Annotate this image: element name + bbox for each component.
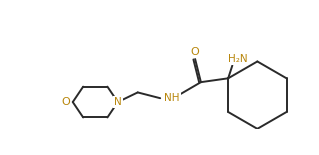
Text: O: O: [61, 97, 70, 107]
Text: NH: NH: [164, 93, 180, 103]
Text: O: O: [190, 47, 199, 57]
Text: N: N: [114, 97, 122, 107]
Text: H₂N: H₂N: [228, 54, 248, 64]
